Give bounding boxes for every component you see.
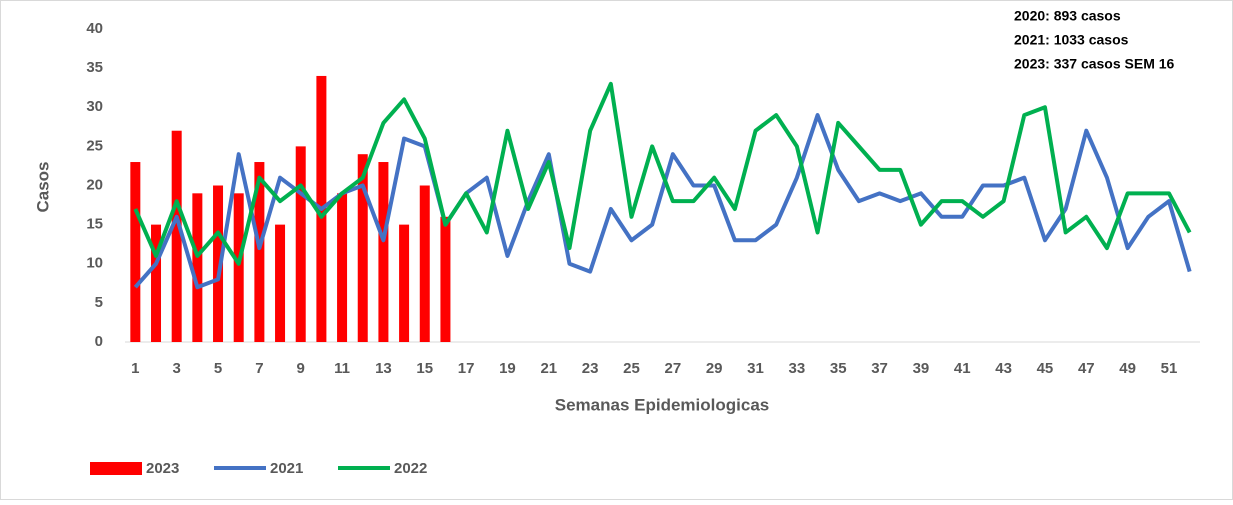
bar [440,216,451,342]
bar [171,130,182,342]
x-tick-label: 45 [1037,360,1054,377]
x-tick-label: 21 [540,360,557,377]
x-tick-label: 27 [664,360,681,377]
x-tick-label: 13 [375,360,392,377]
legend-swatch [90,462,142,475]
x-axis-title: Semanas Epidemiologicas [555,395,769,414]
bar [254,162,265,342]
x-tick-label: 9 [297,360,305,377]
bar [213,185,224,342]
bar [275,224,286,342]
x-tick-label: 15 [416,360,433,377]
y-tick-label: 10 [86,255,103,272]
x-tick-label: 37 [871,360,888,377]
x-tick-label: 19 [499,360,516,377]
bar [419,185,430,342]
x-tick-label: 29 [706,360,723,377]
bar [233,193,244,342]
x-tick-label: 51 [1161,360,1178,377]
x-tick-label: 39 [913,360,930,377]
y-tick-label: 35 [86,59,103,76]
x-tick-label: 5 [214,360,222,377]
annotation: 2023: 337 casos SEM 16 [1014,56,1175,72]
y-tick-label: 40 [86,20,103,37]
legend-label: 2023 [146,460,179,477]
x-tick-label: 3 [173,360,181,377]
x-tick-label: 23 [582,360,599,377]
legend-item: 2021 [214,460,303,477]
x-tick-label: 35 [830,360,847,377]
bar [337,193,348,342]
y-tick-label: 5 [95,294,103,311]
legend-label: 2021 [270,460,303,477]
y-tick-label: 30 [86,98,103,115]
bar [130,162,141,342]
x-tick-label: 41 [954,360,971,377]
bar [295,146,306,342]
x-tick-label: 25 [623,360,640,377]
x-tick-label: 1 [131,360,139,377]
x-tick-label: 43 [995,360,1012,377]
x-tick-label: 11 [334,360,350,377]
x-tick-label: 47 [1078,360,1095,377]
bar [192,193,203,342]
x-tick-label: 17 [458,360,475,377]
legend-item: 2023 [90,460,179,477]
x-tick-label: 33 [789,360,806,377]
x-tick-label: 31 [747,360,764,377]
y-axis-title: Casos [33,161,52,212]
annotation: 2020: 893 casos [1014,8,1121,24]
legend-item: 2022 [338,460,427,477]
y-tick-label: 25 [86,137,103,154]
legend-label: 2022 [394,460,427,477]
bar [399,224,410,342]
bar [378,162,389,342]
y-tick-label: 0 [95,333,103,350]
y-tick-label: 20 [86,176,103,193]
x-tick-label: 49 [1119,360,1136,377]
y-tick-label: 15 [86,216,103,233]
annotation: 2021: 1033 casos [1014,32,1129,48]
x-tick-label: 7 [255,360,263,377]
line [133,81,1192,266]
bar [151,224,162,342]
bar [357,154,368,342]
